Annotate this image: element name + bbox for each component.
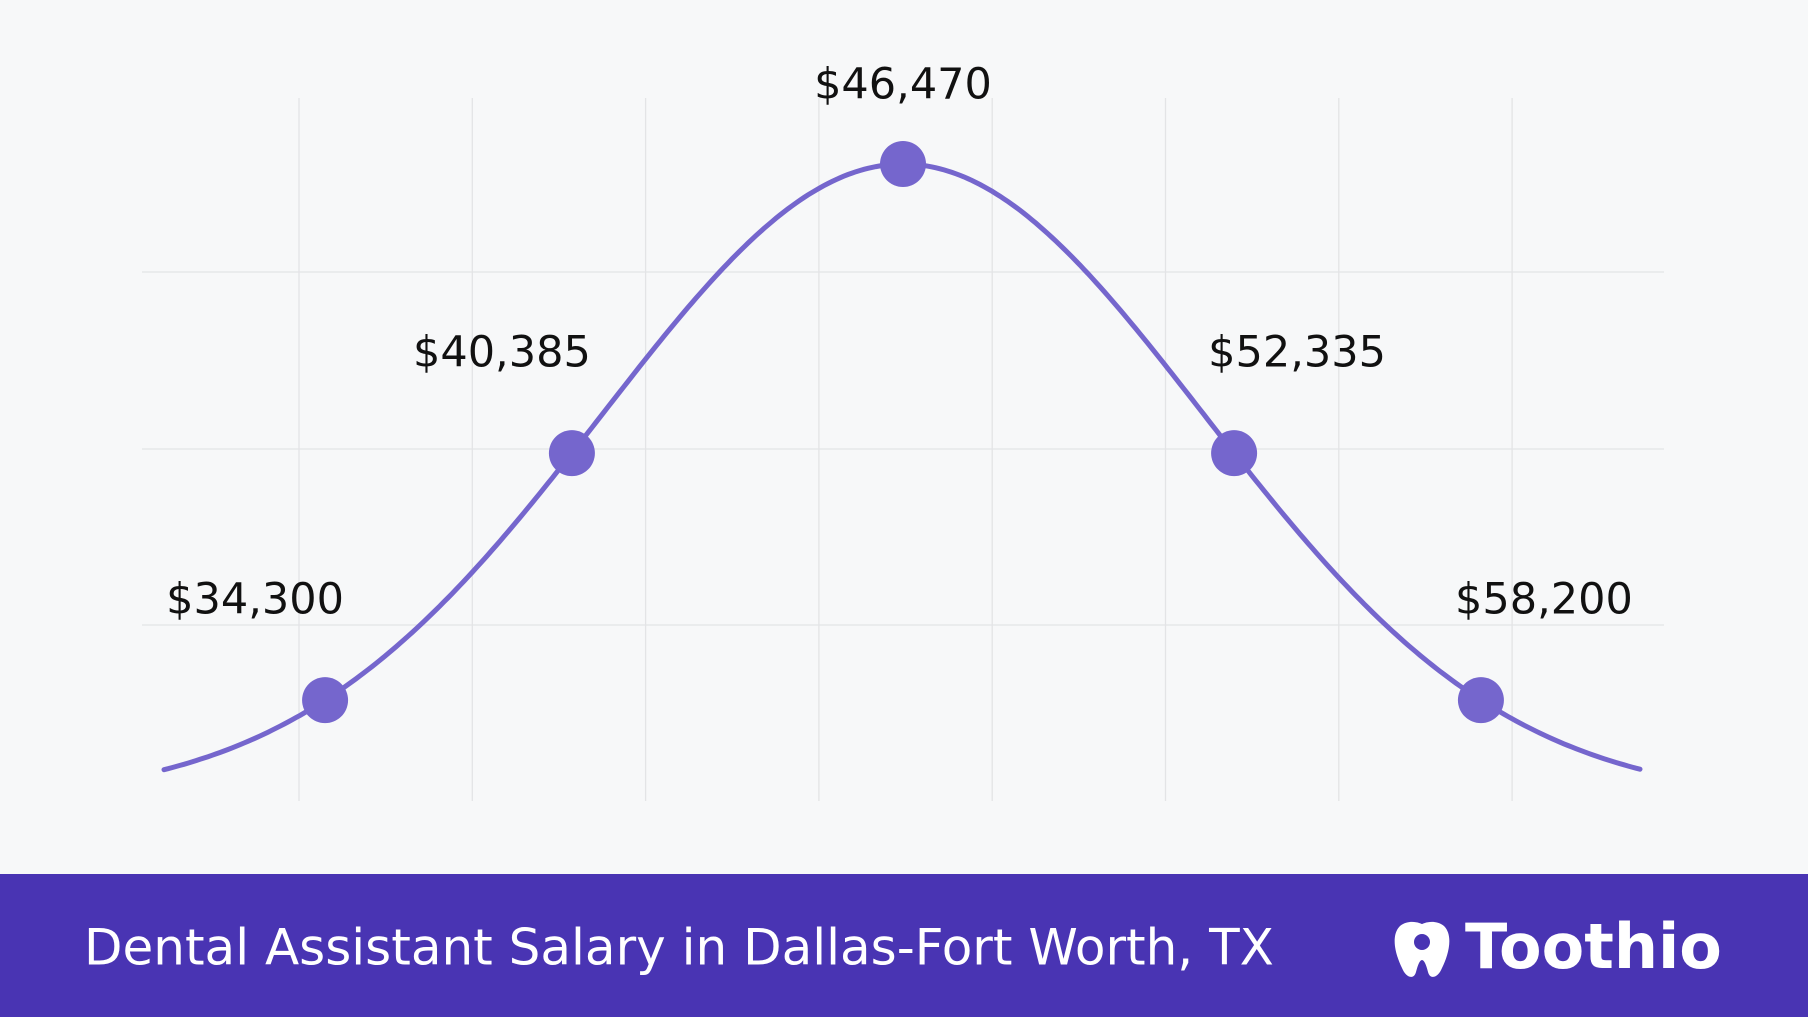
brand-name: Toothio [1465, 910, 1722, 983]
chart-title: Dental Assistant Salary in Dallas-Fort W… [84, 919, 1274, 977]
footer-band [0, 874, 1808, 1017]
salary-point [302, 677, 349, 724]
plot: $34,300 $40,385 $46,470 $52,335 $58,200 [142, 60, 1664, 801]
salary-point [1457, 677, 1504, 724]
value-label: $40,385 [413, 328, 591, 378]
value-label: $52,335 [1208, 328, 1386, 378]
value-label: $34,300 [166, 575, 344, 625]
salary-point [1211, 430, 1258, 477]
salary-point [880, 141, 926, 187]
value-label: $46,470 [814, 60, 992, 110]
value-label: $58,200 [1455, 575, 1633, 625]
brand-logo-icon [1394, 921, 1450, 977]
salary-point [548, 430, 595, 477]
